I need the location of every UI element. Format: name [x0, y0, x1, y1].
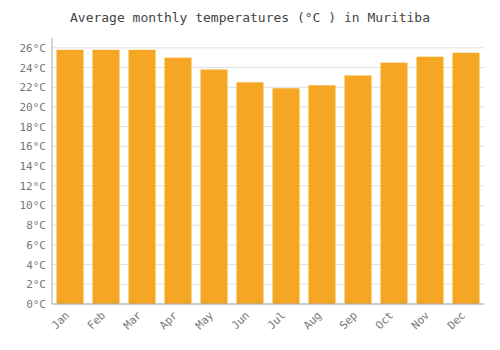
y-tick-label: 18°C — [20, 121, 47, 134]
x-tick-label: Sep — [337, 309, 360, 332]
bar — [273, 88, 300, 304]
bars — [57, 50, 480, 304]
grid — [52, 48, 484, 304]
bar — [237, 82, 264, 304]
bar — [453, 53, 480, 304]
x-tick-label: Jul — [265, 309, 288, 332]
grid-line — [52, 47, 484, 48]
y-tick-label: 10°C — [20, 199, 47, 212]
bar — [201, 70, 228, 304]
y-tick-label: 4°C — [26, 259, 46, 272]
bar — [57, 50, 84, 304]
y-tick-label: 6°C — [26, 239, 46, 252]
x-tick-label: Apr — [157, 309, 181, 333]
y-axis-line — [52, 38, 53, 304]
bar — [381, 63, 408, 304]
x-tick-label: Nov — [409, 309, 433, 333]
y-tick-label: 2°C — [26, 278, 46, 291]
x-tick-label: Oct — [373, 309, 396, 332]
x-tick-label: Dec — [445, 309, 468, 332]
x-tick-label: Feb — [85, 309, 108, 332]
y-tick-label: 26°C — [20, 42, 47, 55]
x-tick-label: Aug — [301, 309, 324, 332]
bar — [129, 50, 156, 304]
title: Average monthly temperatures (°C ) in Mu… — [70, 10, 430, 25]
y-tick-label: 0°C — [26, 298, 46, 311]
y-tick-label: 16°C — [20, 140, 47, 153]
y-tick-label: 24°C — [20, 62, 47, 75]
x-tick-label: Jan — [49, 309, 72, 332]
y-tick-label: 14°C — [20, 160, 47, 173]
x-tick-label: Jun — [229, 309, 252, 332]
grid-line — [52, 304, 484, 305]
bar — [345, 75, 372, 304]
chart: Average monthly temperatures (°C ) in Mu… — [0, 0, 500, 350]
bar — [417, 57, 444, 304]
bar — [165, 58, 192, 304]
bar — [93, 50, 120, 304]
y-tick-label: 22°C — [20, 81, 47, 94]
x-axis-line — [52, 304, 484, 305]
y-tick-label: 20°C — [20, 101, 47, 114]
x-tick-label: Mar — [121, 309, 145, 333]
x-tick-label: May — [193, 309, 217, 333]
bar — [309, 85, 336, 304]
y-tick-label: 12°C — [20, 180, 47, 193]
y-tick-label: 8°C — [26, 219, 46, 232]
